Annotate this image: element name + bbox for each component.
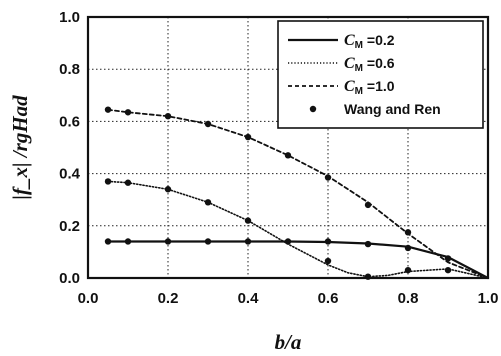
series-markers <box>104 106 452 280</box>
data-point <box>204 238 212 245</box>
legend-label: CM =0.6 <box>344 55 395 74</box>
data-point <box>364 201 372 209</box>
x-tick-label: 1.0 <box>478 290 499 307</box>
data-point <box>244 217 252 224</box>
data-point <box>404 244 412 252</box>
data-point <box>204 120 212 128</box>
legend-label: CM =0.2 <box>344 32 395 51</box>
x-tick-label: 0.2 <box>158 290 179 307</box>
data-point <box>444 255 452 262</box>
data-point <box>164 112 172 120</box>
data-point <box>104 238 112 245</box>
legend-key-marker <box>309 105 317 113</box>
data-point <box>104 106 112 113</box>
legend-label: CM =1.0 <box>344 78 395 97</box>
y-tick-label: 0.6 <box>59 113 80 130</box>
legend: CM =0.2 CM =0.6 CM =1.0 Wang and Ren <box>277 20 484 129</box>
data-point <box>404 229 412 236</box>
axis-ticks: 0.0 0.2 0.4 0.6 0.8 1.0 0.0 0.2 0.4 0.6 0.8 1.0 <box>59 9 498 307</box>
y-tick-label: 0.0 <box>59 270 80 287</box>
legend-label: Wang and Ren <box>344 101 441 117</box>
data-point <box>244 133 252 141</box>
x-tick-label: 0.6 <box>318 290 339 307</box>
data-point <box>124 179 132 186</box>
x-tick-label: 0.0 <box>78 290 99 307</box>
series-curves <box>106 108 490 280</box>
data-point <box>244 238 252 245</box>
data-point <box>164 186 172 193</box>
y-tick-label: 1.0 <box>59 9 80 26</box>
x-axis-label: b/a <box>275 330 302 354</box>
data-point <box>404 266 412 274</box>
series-line-3 <box>107 108 489 279</box>
data-point <box>104 178 112 185</box>
data-point <box>444 266 452 274</box>
x-tick-label: 0.4 <box>238 290 260 307</box>
plot-frame <box>86 15 490 280</box>
data-point <box>124 238 132 245</box>
data-point <box>324 238 332 245</box>
y-axis-label: |f_x| /rgHad <box>8 95 32 200</box>
data-point <box>284 238 292 245</box>
x-tick-label: 0.8 <box>398 290 419 307</box>
data-point <box>324 257 332 265</box>
y-tick-label: 0.2 <box>59 218 80 235</box>
y-tick-label: 0.8 <box>59 61 80 78</box>
y-tick-label: 0.4 <box>59 166 81 183</box>
data-point <box>124 109 132 116</box>
data-point <box>364 240 372 248</box>
data-point <box>284 152 292 159</box>
data-point <box>204 199 212 206</box>
data-point <box>324 174 332 181</box>
series-line-1 <box>106 240 490 280</box>
data-point <box>164 238 172 245</box>
series-line-2 <box>107 180 489 279</box>
